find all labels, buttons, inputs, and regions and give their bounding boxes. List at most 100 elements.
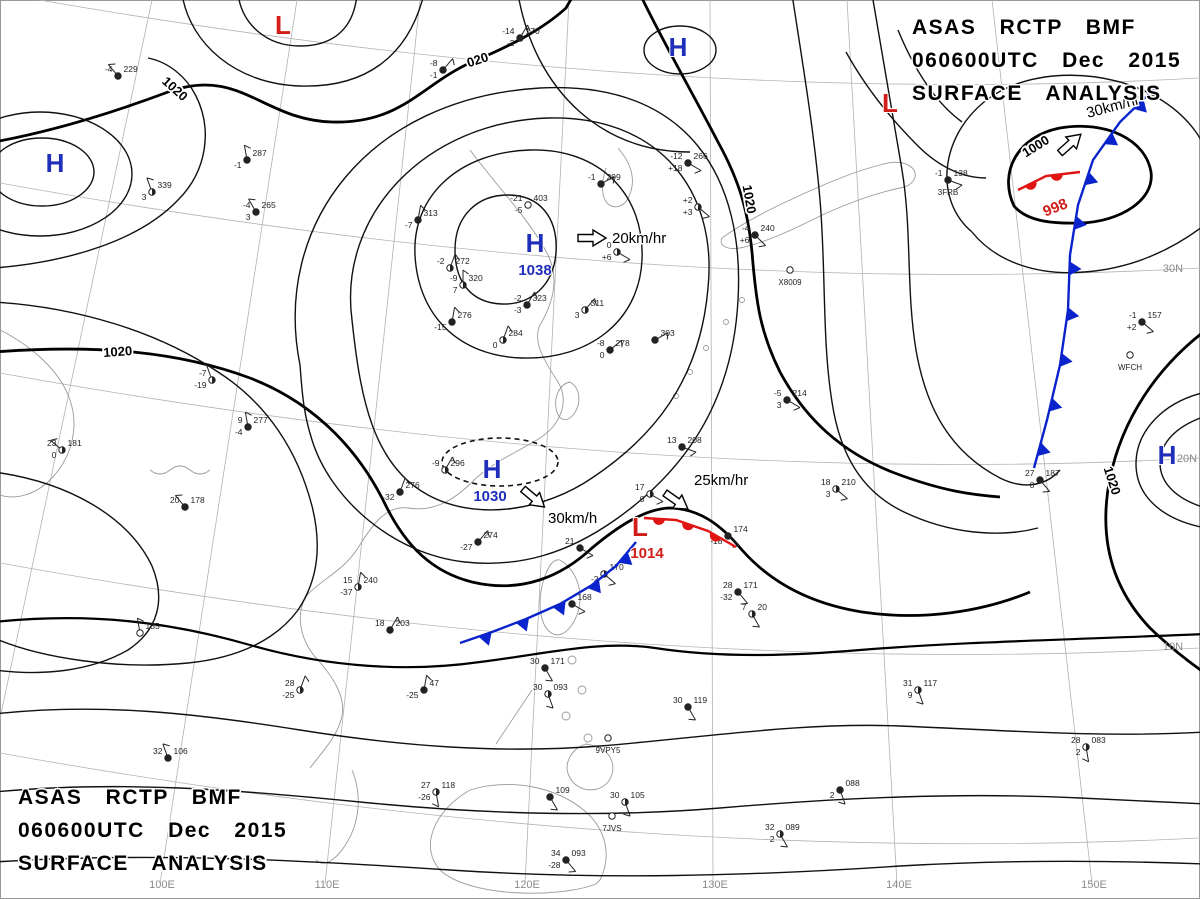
station-plot: 31 117 9 — [903, 678, 938, 705]
station-pressure: 117 — [924, 678, 938, 688]
warm-front-1014 — [643, 516, 737, 549]
wind-barb — [838, 490, 848, 500]
cloud-cover-icon — [608, 812, 616, 820]
station-dewpoint: -3 — [514, 305, 522, 315]
station-temp: -4 — [742, 223, 750, 233]
high-pressure-center: H 1030 — [472, 453, 507, 506]
high-pressure-center: H — [668, 31, 689, 63]
station-temp: -14 — [502, 26, 515, 36]
wind-barb-feather — [1082, 758, 1089, 763]
station-temp: 23 — [47, 438, 57, 448]
station-temp: -2 — [437, 256, 445, 266]
station-temp: -1 — [588, 172, 596, 182]
title-line-1: ASAS RCTP BMF — [912, 16, 1136, 39]
station-temp: 30 — [673, 695, 683, 705]
wind-barb — [1144, 323, 1154, 333]
station-pressure: 106 — [174, 746, 188, 756]
station-temp: 21 — [565, 536, 575, 546]
wind-barb-feather — [404, 477, 410, 484]
wind-barb-feather — [426, 674, 432, 681]
station-pressure: 278 — [616, 338, 630, 348]
station-temp: -12 — [670, 151, 683, 161]
movement-arrow — [1056, 133, 1082, 157]
pressure-letter: H — [526, 228, 545, 258]
station-plot: 276 -15 — [434, 306, 472, 332]
wind-barb — [619, 253, 631, 260]
wind-barb-feather — [137, 617, 144, 622]
cloud-cover-icon — [136, 629, 144, 637]
pressure-value: 1014 — [630, 545, 664, 562]
cold-front-triangle — [618, 551, 633, 566]
wind-barb — [652, 495, 664, 502]
wind-barb-feather — [793, 407, 801, 411]
station-dewpoint: -2 — [507, 38, 515, 48]
wind-barb — [950, 180, 963, 186]
cloud-cover-icon — [724, 532, 732, 540]
wind-barb-feather — [780, 845, 788, 848]
movement-arrow — [662, 489, 690, 510]
grid-label: 130E — [702, 879, 728, 891]
cold-front-triangle — [587, 579, 601, 594]
wind-barb-feather — [688, 718, 696, 721]
station-temp: +2 — [683, 195, 693, 205]
cloud-cover-icon — [541, 664, 549, 672]
wind-barb-feather — [454, 253, 460, 260]
isobar-label: 1020 — [103, 343, 133, 360]
cloud-cover-icon — [678, 443, 686, 451]
wind-barb — [840, 792, 846, 805]
station-pressure: 323 — [533, 293, 547, 303]
station-temp: 20 — [170, 495, 180, 505]
station-plot: -8 278 0 — [597, 338, 630, 360]
wind-barb — [625, 804, 631, 817]
station-dewpoint: +2 — [1127, 322, 1137, 332]
station-pressure: 214 — [793, 388, 807, 398]
station-plot: 27 187 0 — [1025, 468, 1060, 493]
wind-barb-feather — [546, 705, 554, 709]
wind-barb — [50, 439, 60, 449]
movement-arrow — [519, 485, 546, 508]
station-temp: 17 — [635, 482, 645, 492]
low-pressure-center: L — [881, 87, 899, 119]
cold-front-triangle — [1069, 261, 1082, 276]
wind-barb — [690, 164, 702, 171]
station-plot: 9 277 -4 — [235, 411, 268, 437]
wind-barb-feather — [487, 530, 490, 538]
wind-barb-feather — [162, 743, 170, 747]
cold-front-triangle — [1104, 132, 1119, 146]
station-pressure: 311 — [591, 298, 605, 308]
wind-speed-label: 20km/hr — [612, 230, 666, 247]
station-dewpoint: -2 — [591, 574, 599, 584]
cloud-cover-icon — [164, 754, 172, 762]
wind-barb — [730, 537, 740, 547]
wind-barb-feather — [916, 701, 924, 705]
pressure-value: 1030 — [473, 488, 506, 505]
wind-barb — [606, 575, 616, 585]
station-temp: 18 — [375, 618, 385, 628]
station-pressure: 240 — [761, 223, 775, 233]
station-temp: 9 — [238, 415, 243, 425]
wind-barb-feather — [840, 498, 848, 501]
station-temp: 32 — [153, 746, 163, 756]
low-pressure-center: L — [274, 9, 292, 41]
grid-label: 150E — [1081, 879, 1107, 891]
wind-barb-feather — [304, 675, 310, 682]
title-block-bottom-left: ASAS RCTP BMF 060600UTC Dec 2015 SURFACE… — [17, 785, 288, 877]
station-plot: 303 — [651, 328, 675, 344]
grid-label: 110E — [315, 879, 340, 891]
wind-barb-feather — [50, 438, 58, 441]
station-pressure: 276 — [406, 480, 420, 490]
cloud-cover-icon — [114, 72, 122, 80]
station-plot: -7-19 — [194, 365, 216, 390]
cloud-cover-icon — [439, 66, 447, 74]
station-pressure: 118 — [442, 780, 456, 790]
isobar-label: 1020 — [740, 184, 760, 215]
wind-barb — [612, 339, 622, 349]
station-temp: 31 — [903, 678, 913, 688]
cloud-cover-icon — [751, 231, 759, 239]
wind-barb-feather — [206, 365, 214, 369]
warm-front-semicircle — [1050, 174, 1063, 181]
station-plot: -4 265 3 — [243, 198, 276, 222]
pressure-letter: H — [1158, 440, 1177, 470]
station-pressure: 119 — [694, 695, 708, 705]
